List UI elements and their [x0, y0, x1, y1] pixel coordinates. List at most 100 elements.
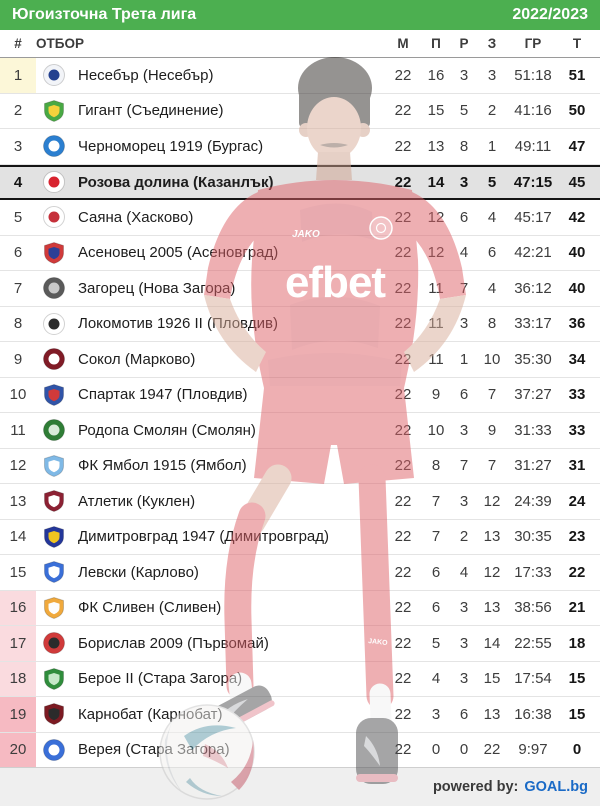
stat-r: 4: [459, 244, 469, 262]
stat-z: 3: [487, 66, 497, 84]
stat-r: 3: [459, 634, 469, 652]
table-row[interactable]: 19 Карнобат (Карнобат) 22 3 6 13 16:38 15: [0, 697, 600, 733]
stat-m: 22: [394, 492, 412, 510]
team-badge-icon: [36, 170, 72, 194]
table-row[interactable]: 9 Сокол (Марково) 22 11 1 10 35:30 34: [0, 342, 600, 378]
table-row[interactable]: 7 Загорец (Нова Загора) 22 11 7 4 36:12 40: [0, 271, 600, 307]
stat-z: 14: [483, 634, 501, 652]
col-draws: Р: [459, 36, 469, 51]
stat-p: 7: [431, 528, 441, 546]
position-number: 7: [13, 279, 23, 297]
stat-r: 6: [459, 386, 469, 404]
points: 0: [572, 741, 582, 759]
team-name: Верея (Стара Загора): [78, 741, 230, 759]
stat-gr: 37:27: [514, 386, 552, 404]
col-points: Т: [572, 36, 582, 51]
stat-r: 3: [459, 315, 469, 333]
table-row[interactable]: 16 ФК Сливен (Сливен) 22 6 3 13 38:56 21: [0, 590, 600, 626]
stat-gr: 16:38: [514, 705, 552, 723]
team-badge-icon: [36, 418, 72, 442]
position-number: 11: [10, 421, 26, 439]
position-number: 5: [13, 208, 23, 226]
team-badge-icon: [36, 99, 72, 123]
points: 40: [568, 244, 586, 262]
table-row[interactable]: 15 Левски (Карлово) 22 6 4 12 17:33 22: [0, 555, 600, 591]
stat-gr: 41:16: [514, 102, 552, 120]
stat-z: 12: [483, 563, 501, 581]
table-row[interactable]: 8 Локомотив 1926 II (Пловдив) 22 11 3 8 33:17 3…: [0, 306, 600, 342]
table-row[interactable]: 2 Гигант (Съединение) 22 15 5 2 41:16 50: [0, 93, 600, 129]
team-name: Черноморец 1919 (Бургас): [78, 137, 264, 155]
table-row[interactable]: 13 Атлетик (Куклен) 22 7 3 12 24:39 24: [0, 484, 600, 520]
table-row[interactable]: 14 Димитровград 1947 (Димитровград) 22 7 2 13…: [0, 519, 600, 555]
table-row[interactable]: 6 Асеновец 2005 (Асеновград) 22 12 4 6 42:21 40: [0, 235, 600, 271]
stat-m: 22: [394, 315, 412, 333]
stat-m: 22: [394, 741, 412, 759]
points: 33: [568, 386, 586, 404]
stat-p: 13: [427, 137, 445, 155]
table-row[interactable]: 3 Черноморец 1919 (Бургас) 22 13 8 1 49:11 47: [0, 129, 600, 165]
stat-gr: 38:56: [514, 599, 552, 617]
points: 23: [568, 528, 586, 546]
points: 51: [568, 66, 586, 84]
stat-z: 4: [487, 208, 497, 226]
points: 21: [568, 599, 586, 617]
table-row[interactable]: 12 ФК Ямбол 1915 (Ямбол) 22 8 7 7 31:27 31: [0, 448, 600, 484]
standings-rows: 1 Несебър (Несебър) 22 16 3 3 51:18 51 2 Гигант (…: [0, 58, 600, 768]
team-name: Борислав 2009 (Първомай): [78, 634, 269, 652]
stat-m: 22: [394, 66, 412, 84]
team-name: Берое II (Стара Загора): [78, 670, 243, 688]
team-name: Родопа Смолян (Смолян): [78, 421, 256, 439]
stat-p: 15: [427, 102, 445, 120]
stat-m: 22: [394, 279, 412, 297]
team-badge-icon: [36, 596, 72, 620]
stat-gr: 22:55: [514, 634, 552, 652]
stat-r: 6: [459, 705, 469, 723]
col-losses: З: [487, 36, 497, 51]
stat-r: 6: [459, 208, 469, 226]
table-row[interactable]: 10 Спартак 1947 (Пловдив) 22 9 6 7 37:27 33: [0, 377, 600, 413]
stat-p: 4: [431, 670, 441, 688]
stat-gr: 9:97: [518, 741, 548, 759]
stat-gr: 49:11: [514, 137, 552, 155]
stat-m: 22: [394, 102, 412, 120]
team-badge-icon: [36, 738, 72, 762]
stat-m: 22: [394, 457, 412, 475]
stat-r: 3: [459, 66, 469, 84]
stat-gr: 47:15: [513, 173, 553, 191]
table-row[interactable]: 17 Борислав 2009 (Първомай) 22 5 3 14 22:55 18: [0, 626, 600, 662]
team-name: Несебър (Несебър): [78, 66, 214, 84]
table-row[interactable]: 18 Берое II (Стара Загора) 22 4 3 15 17:54 15: [0, 661, 600, 697]
stat-r: 3: [459, 492, 469, 510]
team-badge-icon: [36, 347, 72, 371]
table-row[interactable]: 4 Розова долина (Казанлък) 22 14 3 5 47:15 45: [0, 164, 600, 200]
stat-z: 2: [487, 102, 497, 120]
goal-bg-link[interactable]: GOAL.bg: [524, 779, 588, 795]
stat-z: 5: [487, 173, 497, 191]
col-position: #: [14, 36, 22, 51]
team-name: Саяна (Хасково): [78, 208, 194, 226]
position-number: 12: [9, 457, 27, 475]
position-number: 16: [0, 590, 36, 625]
team-badge-icon: [36, 276, 72, 300]
table-row[interactable]: 20 Верея (Стара Загора) 22 0 0 22 9:97 0: [0, 732, 600, 768]
team-name: Атлетик (Куклен): [78, 492, 196, 510]
table-column-header: # ОТБОР М П Р З ГР Т: [0, 30, 600, 58]
stat-r: 7: [459, 279, 469, 297]
stat-z: 8: [487, 315, 497, 333]
position-number: 3: [13, 137, 23, 155]
position-number: 6: [13, 244, 23, 262]
points: 36: [568, 315, 586, 333]
team-badge-icon: [36, 241, 72, 265]
team-name: Гигант (Съединение): [78, 102, 224, 120]
table-row[interactable]: 1 Несебър (Несебър) 22 16 3 3 51:18 51: [0, 58, 600, 94]
team-badge-icon: [36, 489, 72, 513]
position-number: 10: [9, 386, 27, 404]
table-row[interactable]: 11 Родопа Смолян (Смолян) 22 10 3 9 31:33 33: [0, 413, 600, 449]
table-row[interactable]: 5 Саяна (Хасково) 22 12 6 4 45:17 42: [0, 200, 600, 236]
team-name: Спартак 1947 (Пловдив): [78, 386, 248, 404]
points: 15: [568, 670, 586, 688]
team-name: Карнобат (Карнобат): [78, 705, 223, 723]
stat-p: 11: [428, 279, 444, 297]
